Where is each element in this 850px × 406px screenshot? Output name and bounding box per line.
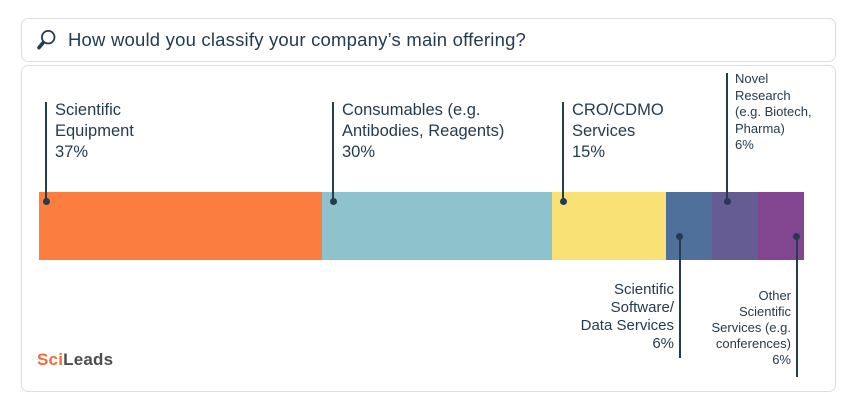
callout-value: 30% <box>342 143 376 161</box>
callout-value: 15% <box>572 143 606 161</box>
leader-line <box>726 73 728 202</box>
callout-line: Scientific <box>738 304 791 319</box>
callout-line: Other <box>758 288 791 303</box>
leader-line <box>332 102 334 202</box>
callout-value: 6% <box>735 137 754 152</box>
callout-line: Pharma) <box>735 120 785 136</box>
question-header: How would you classify your company’s ma… <box>21 18 836 62</box>
callout-cro-cdmo: CRO/CDMO Services 15% <box>572 100 664 163</box>
callout-scientific-software: Scientific Software/ Data Services 6% <box>581 281 674 353</box>
callout-line: Research <box>735 87 791 103</box>
bar-segment-1 <box>39 192 323 260</box>
callout-value: 6% <box>652 335 674 352</box>
leader-dot <box>43 198 50 205</box>
callout-line: Equipment <box>55 122 134 140</box>
leader-line <box>45 102 47 202</box>
leader-dot <box>330 198 337 205</box>
callout-value: 6% <box>772 352 791 367</box>
callout-line: (e.g. Biotech, <box>735 104 812 119</box>
leader-line <box>679 237 681 358</box>
bar-segment-3 <box>551 192 667 260</box>
question-title: How would you classify your company’s ma… <box>68 29 527 50</box>
leader-line <box>796 237 798 377</box>
callout-line: Novel <box>735 71 769 86</box>
callout-line: Scientific <box>55 101 122 119</box>
callout-scientific-equipment: Scientific Equipment 37% <box>55 100 134 163</box>
logo-leads: Leads <box>63 350 114 369</box>
callout-other-scientific-services: Other Scientific Services (e.g. conferen… <box>712 288 791 368</box>
bar-segment-5 <box>712 192 759 260</box>
callout-line: Scientific <box>613 281 674 298</box>
bar-segment-4 <box>666 192 713 260</box>
logo-sci: Sci <box>37 350 64 369</box>
callout-line: Consumables (e.g. <box>342 101 481 119</box>
callout-consumables: Consumables (e.g. Antibodies, Reagents) … <box>342 100 504 163</box>
callout-novel-research: Novel Research (e.g. Biotech, Pharma) 6% <box>735 71 812 154</box>
leader-dot <box>793 233 800 240</box>
leader-line <box>562 102 564 202</box>
callout-line: Data Services <box>580 317 674 334</box>
leader-dot <box>560 198 567 205</box>
leader-dot <box>676 233 683 240</box>
callout-line: CRO/CDMO <box>572 101 664 119</box>
search-icon <box>36 28 57 52</box>
callout-line: Antibodies, Reagents) <box>342 122 505 140</box>
callout-value: 37% <box>55 143 89 161</box>
stacked-bar <box>39 192 804 260</box>
callout-line: conferences) <box>715 336 791 351</box>
callout-line: Services (e.g. <box>711 320 791 335</box>
leader-dot <box>724 198 731 205</box>
bar-segment-2 <box>322 192 552 260</box>
callout-line: Software/ <box>610 299 674 316</box>
callout-line: Services <box>572 122 636 140</box>
scileads-logo: SciLeads <box>37 350 113 370</box>
